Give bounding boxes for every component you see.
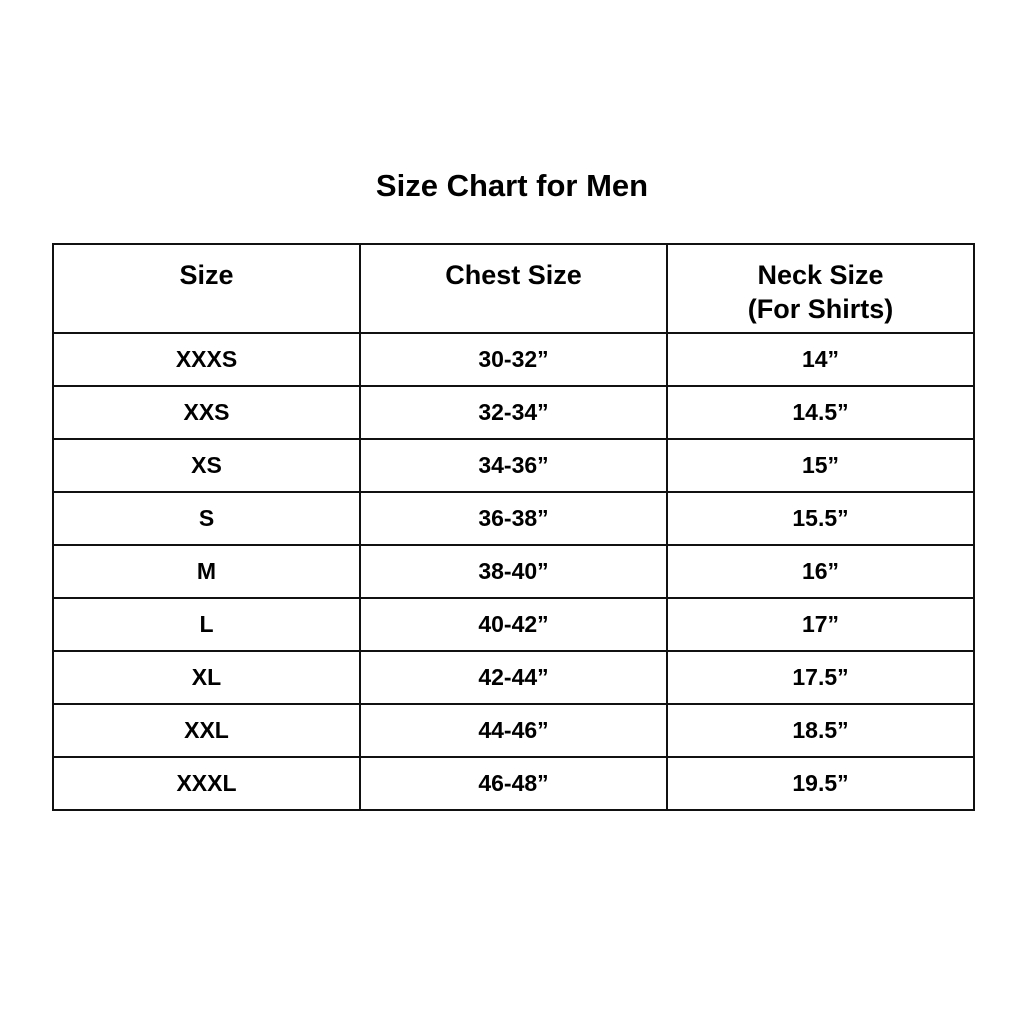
chest-size-cell: 30-32” <box>359 332 668 387</box>
neck-size-cell: 18.5” <box>666 703 975 758</box>
size-cell: XL <box>52 650 361 705</box>
neck-size-cell: 15.5” <box>666 491 975 546</box>
chest-size-cell: 44-46” <box>359 703 668 758</box>
size-cell: M <box>52 544 361 599</box>
header-neck-size: Neck Size (For Shirts) <box>666 243 975 334</box>
neck-size-cell: 19.5” <box>666 756 975 811</box>
chest-size-cell: 36-38” <box>359 491 668 546</box>
size-chart-table: Size Chest Size Neck Size (For Shirts) XX… <box>52 243 975 811</box>
table-row: XL 42-44” 17.5” <box>52 650 975 705</box>
chest-size-cell: 34-36” <box>359 438 668 493</box>
table-row: XXS 32-34” 14.5” <box>52 385 975 440</box>
page-title: Size Chart for Men <box>375 168 649 203</box>
size-cell: L <box>52 597 361 652</box>
table-row: XXXL 46-48” 19.5” <box>52 756 975 811</box>
neck-size-cell: 14.5” <box>666 385 975 440</box>
neck-size-cell: 16” <box>666 544 975 599</box>
chest-size-cell: 40-42” <box>359 597 668 652</box>
table-row: M 38-40” 16” <box>52 544 975 599</box>
chest-size-cell: 38-40” <box>359 544 668 599</box>
size-cell: XXXL <box>52 756 361 811</box>
size-cell: S <box>52 491 361 546</box>
size-cell: XXS <box>52 385 361 440</box>
size-cell: XXL <box>52 703 361 758</box>
header-neck-size-note: (For Shirts) <box>747 294 894 324</box>
header-chest-size: Chest Size <box>359 243 668 334</box>
neck-size-cell: 17” <box>666 597 975 652</box>
size-cell: XS <box>52 438 361 493</box>
size-cell: XXXS <box>52 332 361 387</box>
chest-size-cell: 32-34” <box>359 385 668 440</box>
table-row: S 36-38” 15.5” <box>52 491 975 546</box>
table-row: XXXS 30-32” 14” <box>52 332 975 387</box>
table-header-row: Size Chest Size Neck Size (For Shirts) <box>52 243 975 334</box>
chest-size-cell: 46-48” <box>359 756 668 811</box>
table-row: XS 34-36” 15” <box>52 438 975 493</box>
neck-size-cell: 15” <box>666 438 975 493</box>
neck-size-cell: 14” <box>666 332 975 387</box>
table-row: XXL 44-46” 18.5” <box>52 703 975 758</box>
header-size: Size <box>52 243 361 334</box>
table-row: L 40-42” 17” <box>52 597 975 652</box>
neck-size-cell: 17.5” <box>666 650 975 705</box>
header-neck-size-label: Neck Size <box>757 260 884 290</box>
chest-size-cell: 42-44” <box>359 650 668 705</box>
